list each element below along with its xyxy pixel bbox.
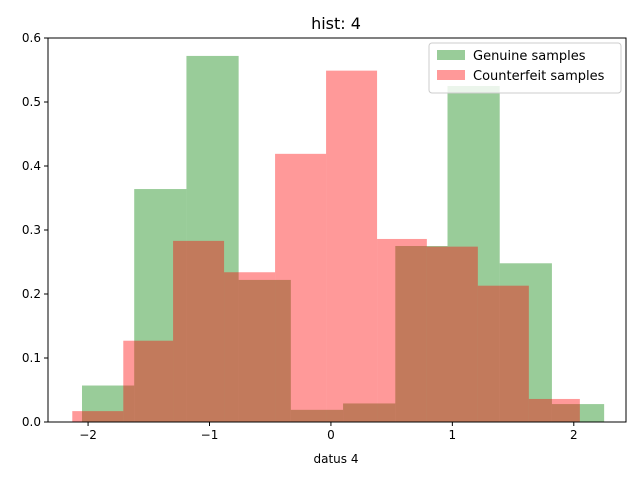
- legend-label-1: Counterfeit samples: [473, 69, 605, 84]
- y-tick-label: 0.1: [22, 351, 41, 365]
- bar-series-0-bin-5: [343, 403, 396, 422]
- bar-series-0-bin-3: [238, 279, 291, 422]
- bar-series-0-bin-9: [551, 404, 605, 422]
- legend-box: [428, 42, 622, 94]
- bar-series-0-bin-0: [82, 385, 135, 422]
- bar-series-1-bin-5: [326, 70, 378, 422]
- legend-swatch-1: [437, 70, 465, 80]
- y-tick-label: 0.5: [22, 95, 41, 109]
- bar-series-0-bin-1: [134, 189, 187, 422]
- bar-series-1-bin-8: [477, 285, 529, 422]
- bars-group: [72, 55, 605, 423]
- y-tick-label: 0.6: [22, 31, 41, 45]
- bar-series-0-bin-4: [290, 409, 344, 422]
- x-tick-label: −1: [201, 428, 219, 442]
- y-tick-label: 0.3: [22, 223, 41, 237]
- x-axis-ticks: −2 −1 0 1 2: [79, 422, 578, 442]
- x-tick-label: 2: [570, 428, 578, 442]
- bar-series-0-bin-6: [395, 246, 448, 422]
- legend-swatch-0: [437, 50, 465, 60]
- bar-series-1-bin-1: [123, 340, 174, 422]
- x-tick-label: 0: [327, 428, 335, 442]
- bar-series-1-bin-2: [173, 240, 225, 422]
- x-tick-label: −2: [79, 428, 97, 442]
- bar-series-0-bin-7: [447, 86, 500, 422]
- bar-series-1-bin-7: [426, 246, 478, 422]
- y-axis-ticks: 0.0 0.1 0.2 0.3 0.4 0.5 0.6: [22, 31, 48, 429]
- bar-series-1-bin-3: [224, 272, 276, 422]
- y-tick-label: 0.4: [22, 159, 41, 173]
- y-tick-label: 0.0: [22, 415, 41, 429]
- bar-series-1-bin-4: [275, 153, 327, 422]
- bar-series-1-bin-9: [528, 398, 580, 422]
- series-1-bars: [72, 70, 580, 422]
- bar-series-0-bin-8: [499, 263, 552, 422]
- chart-title: hist: 4: [311, 14, 361, 33]
- legend: Genuine samples Counterfeit samples: [428, 42, 622, 94]
- x-tick-label: 1: [449, 428, 457, 442]
- legend-label-0: Genuine samples: [473, 49, 586, 64]
- y-tick-label: 0.2: [22, 287, 41, 301]
- bar-series-1-bin-6: [377, 238, 427, 422]
- bar-series-1-bin-0: [72, 411, 124, 422]
- bar-series-0-bin-2: [186, 55, 239, 423]
- series-0-bars: [82, 55, 605, 423]
- x-axis-label: datus 4: [314, 452, 359, 466]
